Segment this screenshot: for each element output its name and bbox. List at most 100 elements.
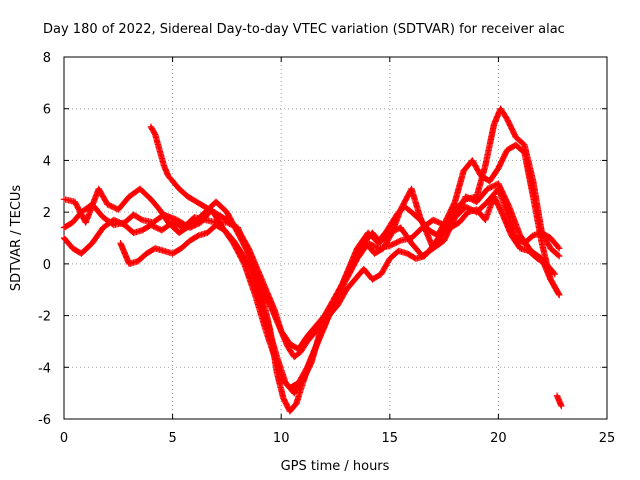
y-tick-label: -4 — [38, 361, 51, 376]
data-point — [556, 291, 563, 299]
y-axis-label: SDTVAR / TECUs — [9, 185, 24, 292]
data-point — [558, 402, 565, 410]
data-point-fill — [287, 401, 299, 414]
data-point-fill — [211, 209, 225, 220]
data-point-fill — [506, 205, 523, 238]
data-point-fill — [222, 228, 236, 243]
data-point-fill — [263, 287, 278, 313]
data-point-fill — [62, 220, 75, 231]
y-tick-label: 2 — [43, 206, 51, 221]
data-point-fill — [245, 246, 260, 271]
data-point-fill — [322, 298, 336, 318]
data-point-fill — [274, 355, 289, 385]
data-point-fill — [556, 398, 565, 408]
data-point-fill — [339, 267, 354, 287]
data-point-fill — [504, 210, 519, 240]
data-point-fill — [548, 277, 562, 297]
data-point-fill — [298, 339, 310, 354]
data-point-fill — [152, 132, 163, 152]
data-point-fill — [408, 187, 423, 220]
data-point-fill — [326, 303, 340, 318]
data-point-fill — [96, 186, 110, 207]
y-tick-label: -6 — [38, 413, 51, 428]
data-point-fill — [504, 117, 519, 140]
data-point-fill — [417, 217, 432, 233]
data-point-fill — [389, 210, 401, 225]
data-point-fill — [112, 217, 127, 228]
data-point-fill — [469, 158, 484, 178]
x-tick-label: 15 — [382, 431, 399, 446]
data-point-fill — [521, 150, 537, 199]
data-point-fill — [548, 235, 562, 251]
data-point-fill — [491, 194, 506, 217]
data-point-fill — [548, 246, 562, 259]
data-point-fill — [135, 251, 149, 264]
data-point-fill — [482, 122, 497, 168]
data-point-fill — [229, 220, 243, 235]
data-point-fill — [61, 235, 75, 251]
data-point-fill — [554, 393, 562, 403]
data-point-fill — [526, 248, 540, 261]
data-point-fill — [487, 166, 501, 184]
data-point-fill — [188, 219, 203, 231]
data-point-fill — [237, 230, 252, 251]
y-tick-label: 8 — [43, 51, 51, 66]
data-point-fill — [185, 194, 199, 205]
data-point-fill — [231, 238, 245, 256]
x-tick-label: 25 — [599, 431, 616, 446]
data-point-fill — [70, 210, 84, 225]
data-point-fill — [383, 220, 395, 235]
data-point-fill — [495, 148, 510, 171]
data-point-fill — [378, 256, 393, 277]
data-point-fill — [409, 209, 423, 223]
data-point-fill — [89, 225, 106, 246]
data-point-fill — [116, 194, 132, 212]
data-point-fill — [403, 204, 414, 215]
data-point-fill — [170, 245, 184, 256]
data-point-fill — [271, 308, 284, 333]
data-point-fill — [500, 212, 515, 238]
data-point-fill — [317, 313, 332, 333]
y-tick-label: 4 — [43, 154, 51, 169]
data-point-fill — [498, 106, 510, 121]
data-point-fill — [474, 186, 490, 204]
data-point-fill — [356, 238, 369, 256]
data-point-fill — [156, 148, 167, 168]
y-tick-label: 6 — [43, 103, 51, 118]
y-tick-label: -2 — [38, 310, 51, 325]
data-point-fill — [344, 277, 358, 292]
data-points — [60, 105, 565, 415]
data-point-fill — [214, 222, 227, 233]
data-point-fill — [117, 241, 132, 266]
data-point-fill — [256, 298, 271, 328]
data-point-fill — [308, 329, 324, 364]
data-point-fill — [131, 212, 145, 223]
data-point-fill — [313, 313, 328, 333]
data-point-fill — [409, 225, 425, 241]
data-point — [556, 252, 563, 260]
data-point-fill — [278, 329, 291, 349]
data-point-fill — [443, 199, 458, 222]
data-point-fill — [213, 199, 230, 215]
data-point-fill — [177, 186, 190, 199]
data-point-fill — [348, 251, 362, 271]
x-tick-label: 10 — [273, 431, 290, 446]
data-point-fill — [452, 168, 467, 204]
data-point-fill — [305, 329, 319, 344]
data-point-fill — [530, 194, 545, 245]
data-point-fill — [485, 181, 501, 192]
data-point-fill — [422, 243, 436, 259]
data-point-fill — [181, 215, 197, 230]
data-point-fill — [247, 267, 263, 302]
data-point-fill — [376, 230, 388, 243]
data-point-fill — [439, 225, 453, 236]
data-point-fill — [452, 197, 468, 212]
data-point-fill — [435, 217, 449, 238]
data-point-fill — [457, 210, 471, 225]
x-tick-label: 20 — [490, 431, 507, 446]
series-4 — [117, 193, 559, 397]
data-point-fill — [522, 233, 536, 246]
x-axis-label: GPS time / hours — [281, 459, 390, 474]
y-tick-label: 0 — [43, 258, 51, 273]
